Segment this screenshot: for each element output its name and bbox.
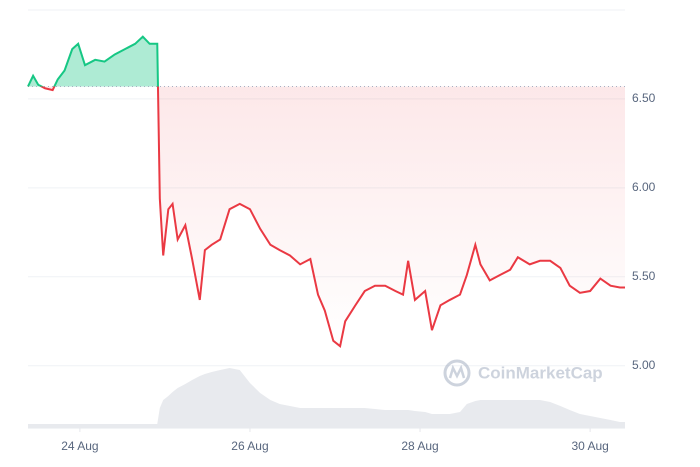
price-line-up <box>27 35 159 87</box>
x-tick-label: 24 Aug <box>61 439 98 453</box>
down-area <box>41 86 625 347</box>
up-area <box>28 36 625 87</box>
y-tick-label: 5.00 <box>632 358 656 372</box>
watermark: CoinMarketCap <box>443 359 603 387</box>
y-tick-label: 6.50 <box>632 91 656 105</box>
watermark-text: CoinMarketCap <box>478 363 603 382</box>
x-tick-label: 30 Aug <box>571 439 608 453</box>
x-tick-label: 26 Aug <box>231 439 268 453</box>
volume-area <box>28 368 625 428</box>
price-line-down <box>28 86 625 348</box>
y-tick-label: 6.00 <box>632 180 656 194</box>
y-tick-label: 5.50 <box>632 269 656 283</box>
x-tick-label: 28 Aug <box>401 439 438 453</box>
